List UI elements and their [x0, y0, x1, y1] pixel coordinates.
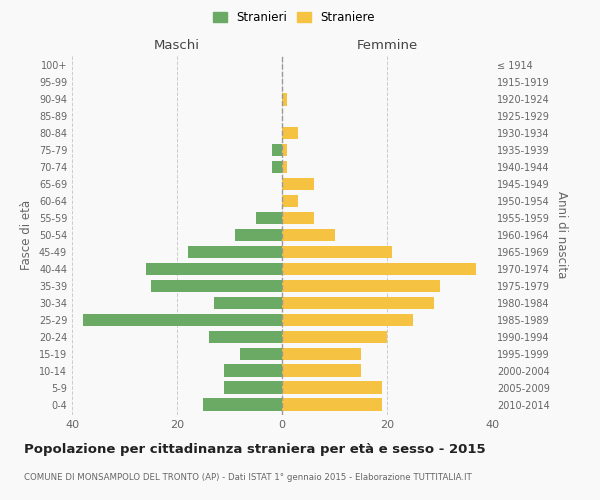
Bar [282, 246, 392, 258]
Bar [282, 398, 382, 411]
Bar [83, 314, 282, 326]
Bar [224, 382, 282, 394]
Bar [282, 228, 335, 241]
Bar [282, 382, 382, 394]
Bar [146, 262, 282, 276]
Text: COMUNE DI MONSAMPOLO DEL TRONTO (AP) - Dati ISTAT 1° gennaio 2015 - Elaborazione: COMUNE DI MONSAMPOLO DEL TRONTO (AP) - D… [24, 472, 472, 482]
Text: Femmine: Femmine [356, 38, 418, 52]
Bar [282, 93, 287, 106]
Bar [271, 160, 282, 173]
Bar [214, 296, 282, 310]
Bar [203, 398, 282, 411]
Bar [256, 212, 282, 224]
Bar [282, 126, 298, 140]
Bar [282, 212, 314, 224]
Bar [209, 330, 282, 344]
Bar [282, 262, 476, 276]
Bar [282, 296, 434, 310]
Bar [235, 228, 282, 241]
Bar [282, 144, 287, 156]
Bar [240, 348, 282, 360]
Bar [282, 160, 287, 173]
Y-axis label: Anni di nascita: Anni di nascita [555, 192, 568, 278]
Bar [282, 330, 387, 344]
Bar [282, 178, 314, 190]
Bar [282, 364, 361, 377]
Bar [151, 280, 282, 292]
Bar [187, 246, 282, 258]
Text: Popolazione per cittadinanza straniera per età e sesso - 2015: Popolazione per cittadinanza straniera p… [24, 442, 485, 456]
Y-axis label: Fasce di età: Fasce di età [20, 200, 33, 270]
Bar [282, 280, 439, 292]
Bar [224, 364, 282, 377]
Bar [282, 314, 413, 326]
Bar [282, 348, 361, 360]
Legend: Stranieri, Straniere: Stranieri, Straniere [211, 8, 377, 26]
Bar [282, 194, 298, 207]
Bar [271, 144, 282, 156]
Text: Maschi: Maschi [154, 38, 200, 52]
